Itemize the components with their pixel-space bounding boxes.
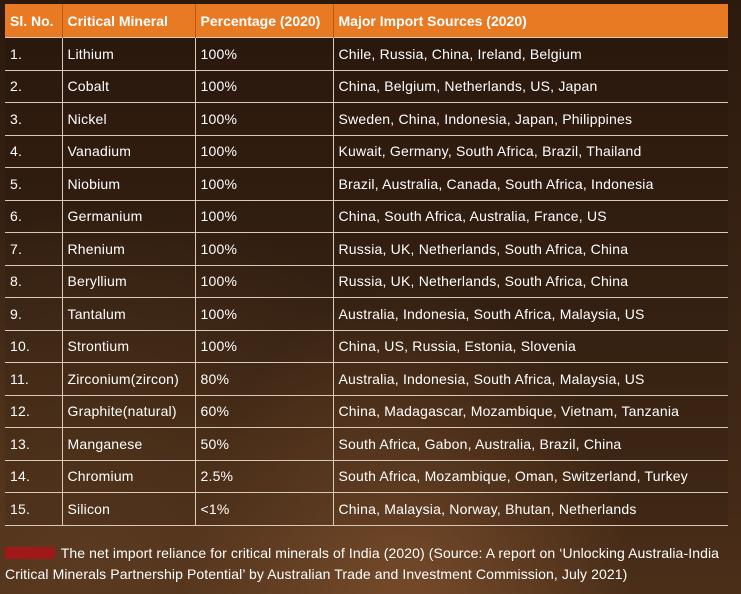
cell-import-sources: Sweden, China, Indonesia, Japan, Philipp… xyxy=(333,102,728,136)
header-percentage: Percentage (2020) xyxy=(195,4,334,38)
cell-import-sources: China, South Africa, Australia, France, … xyxy=(333,199,728,233)
cell-import-sources: South Africa, Mozambique, Oman, Switzerl… xyxy=(333,459,728,493)
table-row: 5. Niobium 100% Brazil, Australia, Canada, … xyxy=(5,167,728,201)
cell-percentage: 100% xyxy=(195,329,334,363)
table-row: 11. Zirconium(zircon) 80% Australia, Indone… xyxy=(5,362,728,396)
table-row: 14. Chromium 2.5% South Africa, Mozambique,… xyxy=(5,459,728,493)
table-row: 6. Germanium 100% China, South Africa, Aust… xyxy=(5,199,728,233)
cell-percentage: 100% xyxy=(195,134,334,168)
cell-sl-no: 8. xyxy=(5,264,63,298)
table-row: 7. Rhenium 100% Russia, UK, Netherlands, So… xyxy=(5,232,728,266)
table-row: 13. Manganese 50% South Africa, Gabon, Aust… xyxy=(5,427,728,461)
cell-percentage: 100% xyxy=(195,102,334,136)
cell-percentage: 80% xyxy=(195,362,334,396)
table-row: 10. Strontium 100% China, US, Russia, Eston… xyxy=(5,329,728,363)
cell-sl-no: 14. xyxy=(5,459,63,493)
cell-percentage: 100% xyxy=(195,37,334,71)
cell-import-sources: South Africa, Gabon, Australia, Brazil, … xyxy=(333,427,728,461)
cell-sl-no: 11. xyxy=(5,362,63,396)
cell-percentage: 2.5% xyxy=(195,459,334,493)
cell-mineral: Zirconium(zircon) xyxy=(62,362,196,396)
caption-text: The net import reliance for critical min… xyxy=(5,545,720,582)
cell-sl-no: 15. xyxy=(5,492,63,526)
cell-percentage: 100% xyxy=(195,199,334,233)
table-row: 1. Lithium 100% Chile, Russia, China, Irela… xyxy=(5,37,728,71)
cell-import-sources: Kuwait, Germany, South Africa, Brazil, T… xyxy=(333,134,728,168)
cell-import-sources: Australia, Indonesia, South Africa, Mala… xyxy=(333,297,728,331)
critical-minerals-table-container: Sl. No. Critical Mineral Percentage (202… xyxy=(5,4,728,526)
table-body: 1. Lithium 100% Chile, Russia, China, Irela… xyxy=(5,37,728,526)
cell-mineral: Silicon xyxy=(62,492,196,526)
cell-sl-no: 10. xyxy=(5,329,63,363)
cell-mineral: Niobium xyxy=(62,167,196,201)
cell-mineral: Vanadium xyxy=(62,134,196,168)
header-row: Sl. No. Critical Mineral Percentage (202… xyxy=(5,4,728,38)
cell-sl-no: 1. xyxy=(5,37,63,71)
cell-import-sources: China, US, Russia, Estonia, Slovenia xyxy=(333,329,728,363)
cell-sl-no: 6. xyxy=(5,199,63,233)
cell-sl-no: 5. xyxy=(5,167,63,201)
cell-mineral: Cobalt xyxy=(62,69,196,103)
cell-mineral: Chromium xyxy=(62,459,196,493)
cell-sl-no: 13. xyxy=(5,427,63,461)
header-import-sources: Major Import Sources (2020) xyxy=(333,4,728,38)
cell-sl-no: 12. xyxy=(5,394,63,428)
cell-mineral: Manganese xyxy=(62,427,196,461)
table-row: 2. Cobalt 100% China, Belgium, Netherlands,… xyxy=(5,69,728,103)
cell-sl-no: 4. xyxy=(5,134,63,168)
cell-import-sources: Australia, Indonesia, South Africa, Mala… xyxy=(333,362,728,396)
cell-sl-no: 2. xyxy=(5,69,63,103)
cell-import-sources: China, Madagascar, Mozambique, Vietnam, … xyxy=(333,394,728,428)
figure-caption: The net import reliance for critical min… xyxy=(5,543,735,585)
table-row: 3. Nickel 100% Sweden, China, Indonesia, Ja… xyxy=(5,102,728,136)
cell-percentage: 100% xyxy=(195,297,334,331)
cell-mineral: Germanium xyxy=(62,199,196,233)
header-sl-no: Sl. No. xyxy=(5,4,63,38)
cell-import-sources: Russia, UK, Netherlands, South Africa, C… xyxy=(333,264,728,298)
table-row: 8. Beryllium 100% Russia, UK, Netherlands, … xyxy=(5,264,728,298)
table-header: Sl. No. Critical Mineral Percentage (202… xyxy=(5,4,728,38)
cell-percentage: <1% xyxy=(195,492,334,526)
cell-percentage: 100% xyxy=(195,264,334,298)
cell-percentage: 100% xyxy=(195,69,334,103)
cell-mineral: Lithium xyxy=(62,37,196,71)
cell-mineral: Graphite(natural) xyxy=(62,394,196,428)
cell-mineral: Rhenium xyxy=(62,232,196,266)
cell-sl-no: 7. xyxy=(5,232,63,266)
cell-sl-no: 3. xyxy=(5,102,63,136)
critical-minerals-table: Sl. No. Critical Mineral Percentage (202… xyxy=(5,4,728,526)
cell-sl-no: 9. xyxy=(5,297,63,331)
cell-mineral: Beryllium xyxy=(62,264,196,298)
cell-import-sources: Chile, Russia, China, Ireland, Belgium xyxy=(333,37,728,71)
header-critical-mineral: Critical Mineral xyxy=(62,4,196,38)
caption-marker xyxy=(5,547,55,559)
table-row: 4. Vanadium 100% Kuwait, Germany, South Afr… xyxy=(5,134,728,168)
table-row: 9. Tantalum 100% Australia, Indonesia, Sout… xyxy=(5,297,728,331)
cell-import-sources: China, Malaysia, Norway, Bhutan, Netherl… xyxy=(333,492,728,526)
cell-mineral: Strontium xyxy=(62,329,196,363)
cell-percentage: 100% xyxy=(195,232,334,266)
cell-import-sources: Brazil, Australia, Canada, South Africa,… xyxy=(333,167,728,201)
table-row: 15. Silicon <1% China, Malaysia, Norway, Bh… xyxy=(5,492,728,526)
cell-import-sources: Russia, UK, Netherlands, South Africa, C… xyxy=(333,232,728,266)
cell-mineral: Tantalum xyxy=(62,297,196,331)
cell-mineral: Nickel xyxy=(62,102,196,136)
table-row: 12. Graphite(natural) 60% China, Madagascar… xyxy=(5,394,728,428)
cell-percentage: 60% xyxy=(195,394,334,428)
cell-import-sources: China, Belgium, Netherlands, US, Japan xyxy=(333,69,728,103)
cell-percentage: 50% xyxy=(195,427,334,461)
cell-percentage: 100% xyxy=(195,167,334,201)
